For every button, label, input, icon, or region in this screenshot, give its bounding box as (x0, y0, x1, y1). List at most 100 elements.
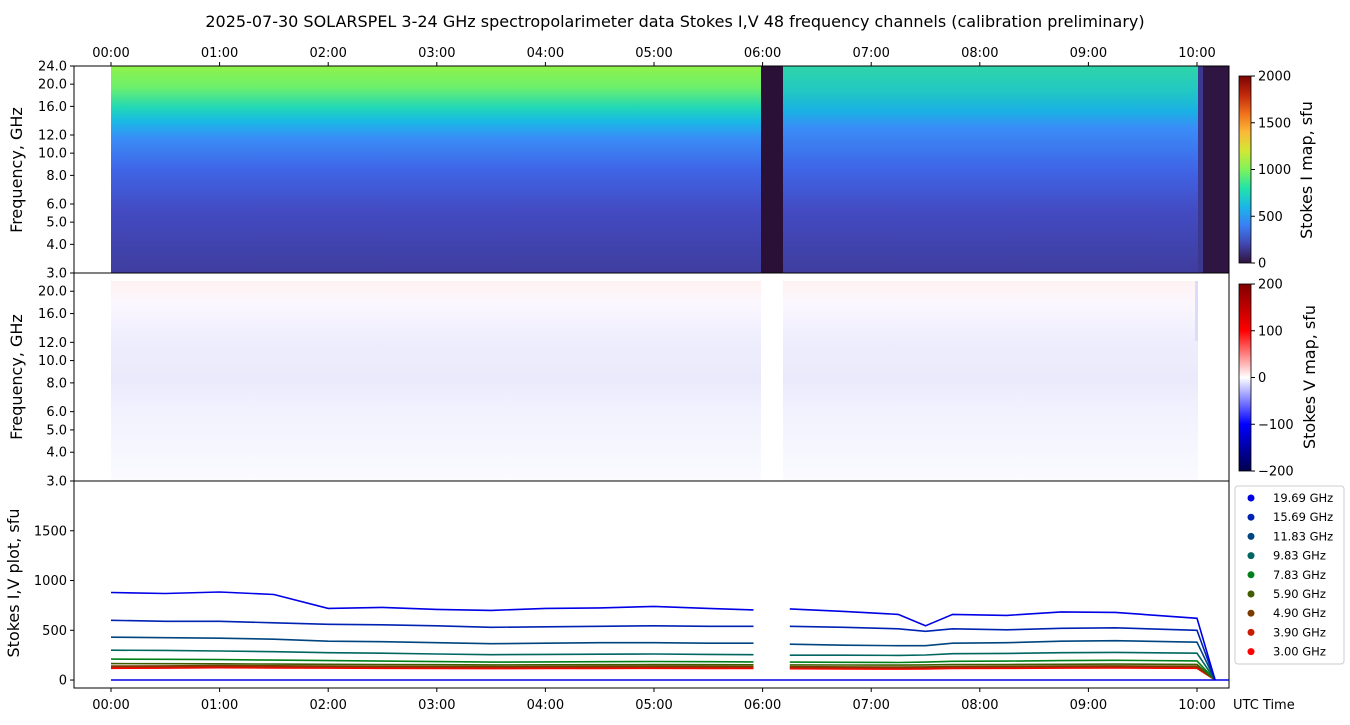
time-tick-label: 01:00 (201, 698, 238, 713)
stokes-v-colorbar-label: Stokes V map, sfu (1300, 305, 1319, 449)
time-tick-label: 05:00 (635, 46, 672, 61)
time-tick-label: 07:00 (852, 46, 889, 61)
stokes-v-heat (111, 281, 1198, 481)
time-tick-label: 01:00 (201, 46, 238, 61)
freq-tick-label: 12.0 (38, 129, 67, 144)
freq-tick-label: 6.0 (46, 198, 67, 213)
stokes-iv-frame (73, 480, 1230, 689)
series-line (789, 665, 1216, 681)
time-tick-label: 05:00 (635, 698, 672, 713)
stokes-i-colorbar-bar (1238, 75, 1252, 264)
time-tick-label: 10:00 (1178, 46, 1215, 61)
time-tick-label: 10:00 (1178, 698, 1215, 713)
legend-marker (1247, 609, 1255, 617)
colorbar-tick-label: 1500 (1258, 116, 1291, 131)
legend-label: 15.69 GHz (1273, 510, 1333, 524)
colorbar-tick-label: 500 (1258, 210, 1283, 225)
legend-label: 9.83 GHz (1273, 549, 1326, 563)
series-line (789, 663, 1216, 681)
stokes-iv-series (110, 591, 1229, 681)
time-tick-label: 06:00 (744, 698, 781, 713)
colorbar-tick-label: −100 (1258, 418, 1294, 433)
legend: 19.69 GHz 15.69 GHz 11.83 GHz 9.83 GHz 7.83 … (1234, 485, 1345, 665)
stokes-i-gap-0600 (761, 66, 783, 273)
time-tick-label: 09:00 (1070, 698, 1107, 713)
series-line (110, 662, 754, 666)
series-line (110, 649, 754, 656)
colorbar-tick-label: −200 (1258, 465, 1294, 480)
colorbar-tick-label: 0 (1258, 371, 1266, 386)
freq-tick-label: 12.0 (38, 336, 67, 351)
legend-items: 19.69 GHz 15.69 GHz 11.83 GHz 9.83 GHz 7.83 … (1247, 491, 1333, 659)
legend-box (1234, 485, 1345, 665)
colorbar-tick-label: 0 (1258, 257, 1266, 272)
sfu-tick-label: 500 (42, 624, 67, 639)
legend-marker (1247, 648, 1255, 656)
stokes-iv-ylabel: Stokes I,V plot, sfu (4, 509, 23, 658)
colorbar-tick-label: 100 (1258, 324, 1283, 339)
legend-label: 3.90 GHz (1273, 625, 1326, 639)
time-tick-label: 02:00 (309, 698, 346, 713)
series-line (110, 664, 754, 668)
stokes-v-gap-0600 (761, 281, 783, 481)
freq-tick-label: 4.0 (46, 446, 67, 461)
series-line (110, 665, 754, 669)
freq-tick-label: 20.0 (38, 78, 67, 93)
time-tick-label: 03:00 (418, 46, 455, 61)
time-tick-label: 04:00 (527, 698, 564, 713)
figure-title: 2025-07-30 SOLARSPEL 3-24 GHz spectropol… (205, 12, 1144, 31)
stokes-v-panel: Frequency, GHz 3.0 4.0 5.0 6.0 8.0 10.0 12.0 16… (7, 272, 1230, 490)
stokes-i-heat-segment-2 (783, 66, 1198, 273)
series-line (110, 666, 754, 670)
time-tick-label: 04:00 (527, 46, 564, 61)
freq-tick-label: 16.0 (38, 100, 67, 115)
legend-marker (1247, 552, 1255, 560)
colorbar-tick-label: 1000 (1258, 163, 1291, 178)
series-line (789, 666, 1216, 681)
stokes-v-y-ticks: 3.0 4.0 5.0 6.0 8.0 10.0 12.0 16.0 20.0 (38, 285, 74, 490)
sfu-tick-label: 1000 (34, 574, 67, 589)
freq-tick-label: 5.0 (46, 423, 67, 438)
time-tick-label: 03:00 (418, 698, 455, 713)
stokes-i-colorbar-ticks: 2000 1500 1000 500 0 (1251, 70, 1291, 272)
stokes-i-colorbar-label: Stokes I map, sfu (1297, 101, 1316, 239)
series-line (789, 651, 1216, 681)
legend-marker (1247, 532, 1255, 540)
legend-label: 7.83 GHz (1273, 568, 1326, 582)
stokes-i-edge (1198, 66, 1203, 273)
freq-tick-label: 24.0 (38, 60, 67, 75)
series-line (110, 636, 754, 645)
freq-tick-label: 10.0 (38, 147, 67, 162)
series-line (789, 625, 1216, 681)
freq-tick-label: 3.0 (46, 475, 67, 490)
series-line (110, 619, 754, 629)
stokes-i-ylabel: Frequency, GHz (7, 107, 26, 233)
sfu-tick-label: 0 (59, 674, 67, 689)
legend-label: 3.00 GHz (1273, 645, 1326, 659)
time-tick-label: 07:00 (852, 698, 889, 713)
time-tick-label: 02:00 (309, 46, 346, 61)
colorbar-tick-label: 200 (1258, 278, 1283, 293)
freq-tick-label: 20.0 (38, 285, 67, 300)
freq-tick-label: 6.0 (46, 405, 67, 420)
legend-label: 19.69 GHz (1273, 491, 1333, 505)
freq-tick-label: 4.0 (46, 238, 67, 253)
series-line (789, 639, 1216, 681)
stokes-iv-y-ticks: 0 500 1000 1500 (34, 524, 74, 689)
legend-label: 5.90 GHz (1273, 587, 1326, 601)
stokes-i-panel: Frequency, GHz 3.0 4.0 5.0 6.0 8.0 10.0 12.0 16… (7, 46, 1230, 282)
freq-tick-label: 8.0 (46, 376, 67, 391)
stokes-i-heat-segment-1 (111, 66, 761, 273)
legend-marker (1247, 571, 1255, 579)
stokes-v-colorbar-ticks: 200 100 0 −100 −200 (1251, 278, 1294, 480)
legend-label: 4.90 GHz (1273, 606, 1326, 620)
time-tick-label: 06:00 (744, 46, 781, 61)
legend-marker (1247, 513, 1255, 521)
freq-tick-label: 16.0 (38, 307, 67, 322)
series-line (789, 659, 1216, 681)
legend-marker (1247, 590, 1255, 598)
legend-marker (1247, 494, 1255, 502)
freq-tick-label: 3.0 (46, 267, 67, 282)
series-line (110, 658, 754, 663)
